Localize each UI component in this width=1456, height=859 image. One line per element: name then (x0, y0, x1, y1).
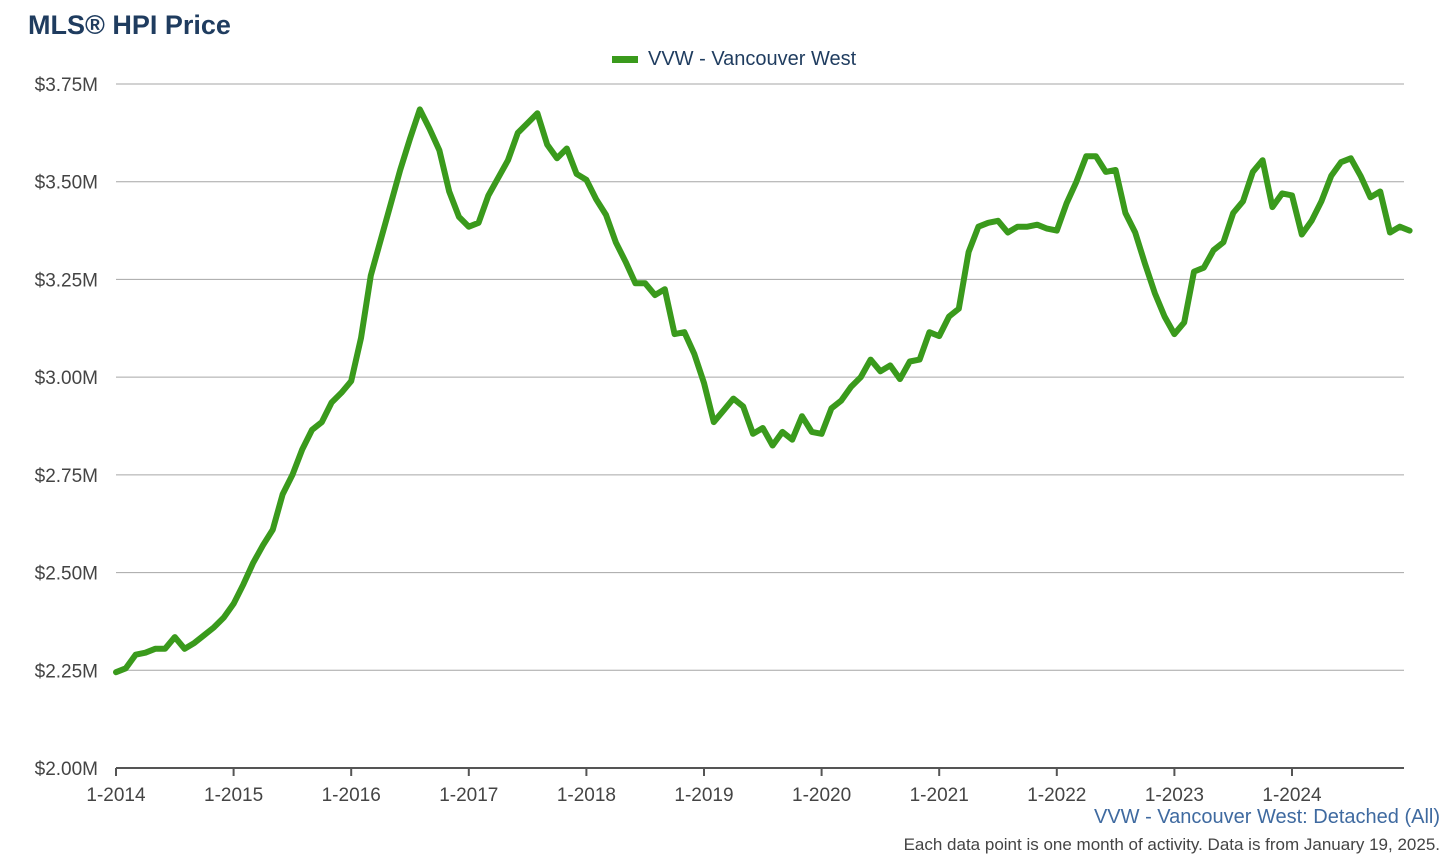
x-tick-label: 1-2018 (557, 785, 616, 806)
series-line[interactable] (113, 106, 1413, 676)
x-tick-label: 1-2017 (439, 785, 498, 806)
series-layer (113, 106, 1413, 676)
x-tick-label: 1-2024 (1262, 785, 1322, 806)
legend[interactable]: VVW - Vancouver West (612, 48, 856, 71)
legend-label: VVW - Vancouver West (648, 48, 857, 70)
y-tick-label: $2.25M (35, 661, 98, 682)
x-tick-label: 1-2015 (204, 785, 263, 806)
y-tick-label: $2.75M (35, 466, 98, 487)
x-axis: 1-2014 1-2015 1-2016 1-2017 1-2018 1-2019 1-20… (86, 768, 1322, 806)
chart-caption[interactable]: VVW - Vancouver West: Detached (All) (1093, 806, 1440, 828)
x-tick-label: 1-2021 (910, 785, 969, 806)
legend-swatch (612, 56, 638, 63)
chart-title: MLS® HPI Price (28, 10, 231, 40)
y-tick-label: $3.75M (35, 75, 98, 96)
x-tick-label: 1-2023 (1145, 785, 1204, 806)
y-tick-label: $3.25M (35, 270, 98, 291)
x-tick-label: 1-2014 (86, 785, 146, 806)
y-axis: $2.00M $2.25M $2.50M $2.75M $3.00M $3.25M $3.5… (35, 75, 98, 780)
y-tick-label: $2.00M (35, 759, 98, 780)
y-tick-label: $3.50M (35, 173, 98, 194)
x-tick-label: 1-2016 (322, 785, 381, 806)
y-tick-label: $3.00M (35, 368, 98, 389)
x-tick-label: 1-2019 (674, 785, 733, 806)
x-tick-label: 1-2020 (792, 785, 851, 806)
grid-lines (116, 83, 1404, 769)
chart-footnote: Each data point is one month of activity… (903, 835, 1440, 854)
x-tick-label: 1-2022 (1027, 785, 1086, 806)
y-tick-label: $2.50M (35, 564, 98, 585)
